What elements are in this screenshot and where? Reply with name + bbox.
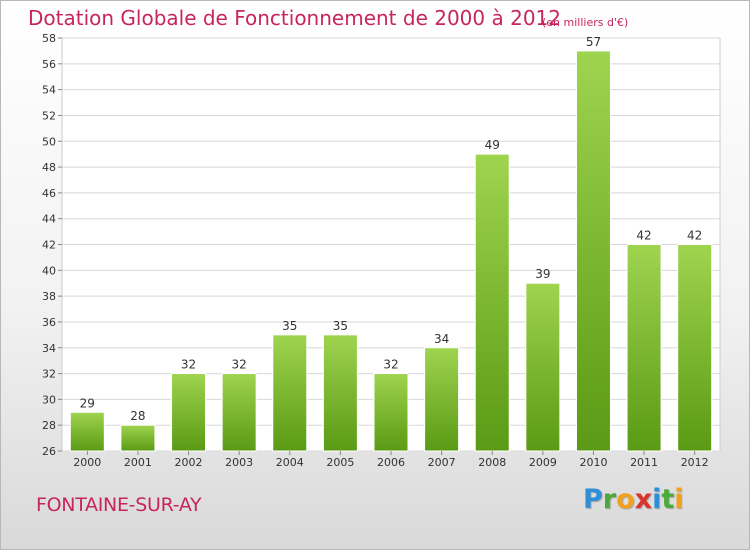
data-label: 29 xyxy=(80,396,95,410)
proxiti-logo: Proxiti xyxy=(583,484,684,515)
logo-letter: i xyxy=(652,484,662,515)
chart-title: Dotation Globale de Fonctionnement de 20… xyxy=(28,6,561,30)
data-label: 35 xyxy=(333,319,348,333)
data-label: 28 xyxy=(130,409,145,423)
y-tick-label: 40 xyxy=(42,264,56,277)
logo-letter: i xyxy=(674,484,684,515)
bar xyxy=(474,153,510,452)
bar xyxy=(322,334,358,452)
bar xyxy=(424,347,460,452)
data-label: 35 xyxy=(282,319,297,333)
x-tick-label: 2006 xyxy=(377,456,405,469)
bar xyxy=(120,424,156,452)
y-tick-label: 50 xyxy=(42,135,56,148)
bar xyxy=(677,244,713,452)
y-tick-label: 52 xyxy=(42,109,56,122)
x-tick-label: 2001 xyxy=(124,456,152,469)
x-tick-label: 2011 xyxy=(630,456,658,469)
y-tick-label: 46 xyxy=(42,187,56,200)
data-label: 34 xyxy=(434,332,449,346)
y-tick-label: 44 xyxy=(42,213,56,226)
x-tick-label: 2002 xyxy=(175,456,203,469)
y-tick-label: 58 xyxy=(42,32,56,45)
x-tick-label: 2005 xyxy=(326,456,354,469)
y-tick-label: 56 xyxy=(42,58,56,71)
bar xyxy=(525,282,561,452)
x-tick-label: 2012 xyxy=(681,456,709,469)
x-tick-label: 2000 xyxy=(73,456,101,469)
y-tick-label: 36 xyxy=(42,316,56,329)
logo-letter: x xyxy=(634,484,653,515)
bar xyxy=(575,50,611,452)
x-tick-label: 2004 xyxy=(276,456,304,469)
logo-letter: r xyxy=(602,484,617,515)
y-tick-label: 54 xyxy=(42,84,56,97)
x-tick-label: 2009 xyxy=(529,456,557,469)
data-label: 32 xyxy=(232,358,247,372)
bar xyxy=(221,373,257,452)
data-label: 39 xyxy=(535,267,550,281)
bar xyxy=(69,411,105,452)
y-tick-label: 42 xyxy=(42,239,56,252)
logo-letter: P xyxy=(583,484,603,515)
data-label: 32 xyxy=(181,358,196,372)
bar xyxy=(171,373,207,452)
y-tick-label: 28 xyxy=(42,419,56,432)
data-label: 57 xyxy=(586,35,601,49)
x-tick-label: 2008 xyxy=(478,456,506,469)
y-tick-label: 32 xyxy=(42,368,56,381)
y-tick-label: 26 xyxy=(42,445,56,458)
bar xyxy=(373,373,409,452)
bar xyxy=(272,334,308,452)
data-label: 49 xyxy=(485,138,500,152)
y-tick-label: 34 xyxy=(42,342,56,355)
data-label: 42 xyxy=(636,229,651,243)
y-tick-label: 38 xyxy=(42,290,56,303)
data-label: 32 xyxy=(383,358,398,372)
x-tick-label: 2007 xyxy=(428,456,456,469)
y-tick-label: 30 xyxy=(42,393,56,406)
x-tick-label: 2003 xyxy=(225,456,253,469)
chart-subtitle: (en milliers d'€) xyxy=(542,16,629,29)
commune-name: FONTAINE-SUR-AY xyxy=(36,494,202,516)
data-label: 42 xyxy=(687,229,702,243)
y-tick-label: 48 xyxy=(42,161,56,174)
x-tick-label: 2010 xyxy=(579,456,607,469)
logo-letter: o xyxy=(616,484,635,515)
bar xyxy=(626,244,662,452)
logo-letter: t xyxy=(661,484,675,515)
